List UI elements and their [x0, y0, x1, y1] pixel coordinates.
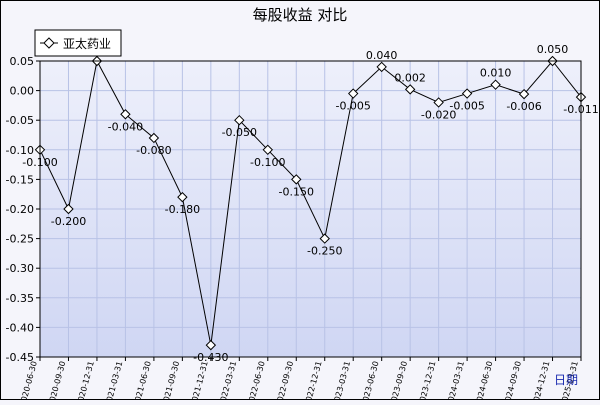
data-label: 0.002: [394, 71, 426, 84]
data-label: -0.150: [279, 185, 314, 198]
data-point-marker: [404, 84, 416, 95]
data-point-marker: [433, 97, 444, 108]
data-label: -0.020: [421, 108, 456, 121]
data-point-marker: [63, 203, 74, 215]
data-points: [34, 55, 587, 351]
y-tick-label: 0.00: [10, 85, 35, 98]
series-line: [39, 59, 582, 346]
data-labels: -0.100 -0.200 -0.040 -0.080 -0.180 -0.430 -0.0…: [22, 43, 598, 364]
y-tick-label: -0.20: [6, 203, 34, 216]
data-point-marker: [177, 191, 188, 203]
data-point-marker: [490, 79, 501, 90]
data-label: -0.005: [335, 100, 370, 113]
y-axis-ticks: 0.05 0.00 -0.05 -0.10 -0.15 -0.20 -0.25 -0.30 -0…: [6, 55, 40, 364]
data-label: -0.100: [250, 156, 285, 169]
y-tick-label: -0.40: [6, 321, 34, 334]
legend: 亚太药业: [34, 29, 122, 57]
data-label: -0.430: [193, 351, 228, 364]
y-tick-label: -0.10: [6, 144, 34, 157]
chart-title: 每股收益 对比: [253, 6, 348, 24]
data-point-marker: [148, 132, 160, 144]
y-tick-label: -0.25: [6, 233, 34, 246]
data-label: -0.006: [506, 100, 541, 113]
data-label: -0.200: [51, 215, 86, 228]
y-tick-label: 0.05: [10, 55, 35, 68]
data-label: -0.040: [108, 120, 143, 133]
data-label: -0.005: [449, 100, 484, 113]
data-label: 0.040: [366, 49, 398, 62]
data-label: 0.010: [480, 67, 512, 80]
data-point-marker: [262, 144, 273, 156]
data-point-marker: [205, 339, 217, 351]
y-tick-label: -0.05: [6, 114, 34, 127]
data-label: 0.050: [537, 43, 569, 56]
data-point-marker: [234, 114, 245, 126]
data-point-marker: [120, 109, 131, 120]
legend-diamond-marker: [43, 37, 55, 49]
data-point-marker: [518, 88, 530, 100]
plot-frame: [39, 60, 582, 358]
y-tick-label: -0.15: [6, 173, 34, 186]
data-label: -0.180: [165, 203, 200, 216]
data-point-marker: [461, 88, 473, 99]
data-point-marker: [319, 233, 330, 244]
data-label: -0.250: [307, 245, 342, 258]
data-point-marker: [376, 61, 387, 73]
data-point-marker: [348, 88, 359, 99]
y-tick-label: -0.45: [6, 351, 34, 364]
series-polyline: [39, 59, 582, 346]
x-axis-label: 日期: [554, 373, 578, 387]
legend-series-name: 亚太药业: [63, 36, 111, 51]
y-tick-label: -0.35: [6, 292, 34, 305]
y-tick-label: -0.30: [6, 262, 34, 275]
data-label: -0.080: [136, 144, 171, 157]
data-label: -0.050: [222, 126, 257, 139]
data-point-marker: [291, 174, 302, 185]
